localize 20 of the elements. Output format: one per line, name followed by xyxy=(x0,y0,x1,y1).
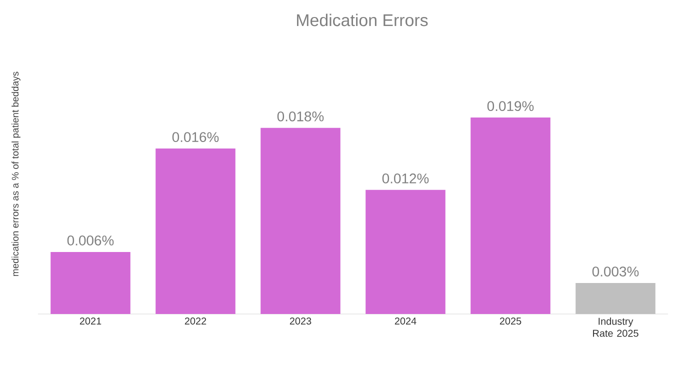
data-label: 0.016% xyxy=(172,132,219,142)
bar xyxy=(470,118,550,314)
bar xyxy=(50,252,130,314)
y-axis-title: medication errors as a % of total patient beddays xyxy=(12,72,20,276)
data-label: 0.018% xyxy=(277,111,324,122)
x-tick-label: 2024 xyxy=(394,318,416,325)
data-label: 0.006% xyxy=(67,236,114,246)
x-tick-label: 2022 xyxy=(184,318,206,325)
bar xyxy=(366,190,446,314)
data-label: 0.003% xyxy=(592,266,639,276)
data-label: 0.019% xyxy=(487,101,534,112)
chart-title: Medication Errors xyxy=(297,14,428,26)
bar xyxy=(260,128,340,314)
bar xyxy=(156,148,236,314)
x-tick-label: 2025 xyxy=(500,318,522,325)
data-label: 0.012% xyxy=(382,174,429,184)
x-tick-label: 2021 xyxy=(80,318,102,325)
x-tick-label: 2023 xyxy=(290,318,312,325)
bar xyxy=(576,282,656,314)
x-tick-label: Industry Rate 2025 xyxy=(593,318,638,337)
